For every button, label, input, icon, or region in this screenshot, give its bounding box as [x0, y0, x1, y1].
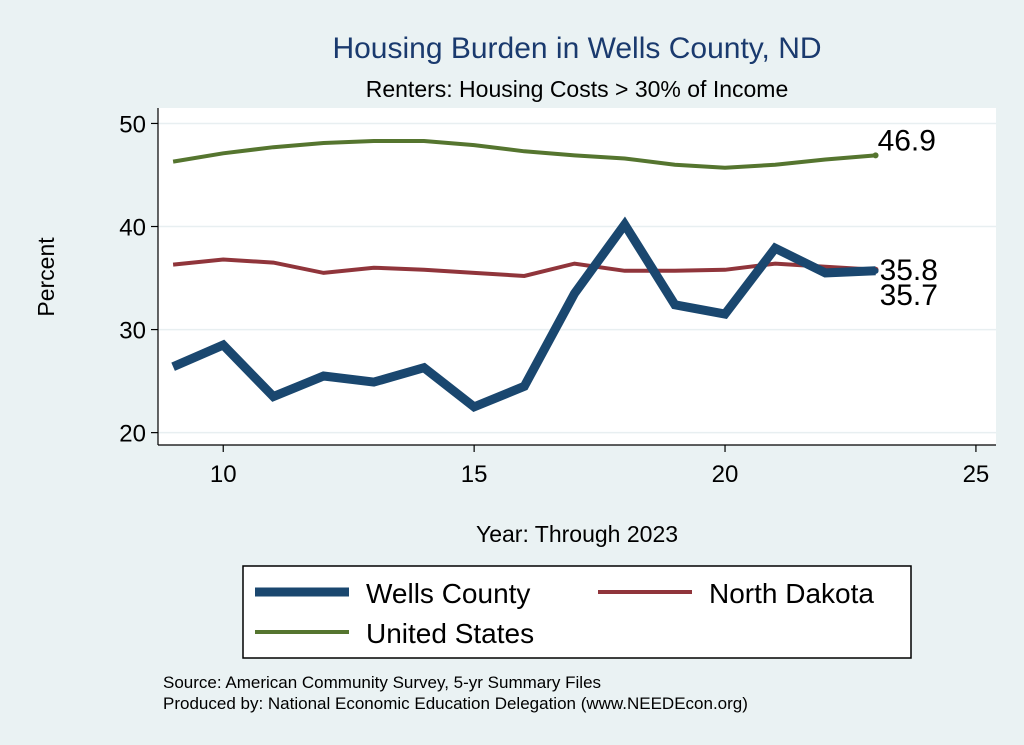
chart-title: Housing Burden in Wells County, ND — [332, 32, 821, 65]
producer-note: Produced by: National Economic Education… — [163, 694, 748, 713]
end-label-united-states: 46.9 — [878, 124, 936, 157]
legend-label-united-states: United States — [366, 618, 534, 649]
series-line-wells-county — [171, 216, 876, 413]
chart-subtitle: Renters: Housing Costs > 30% of Income — [366, 76, 789, 102]
source-note: Source: American Community Survey, 5-yr … — [163, 673, 601, 692]
x-tick-label-25: 25 — [963, 461, 990, 488]
y-tick-label-20: 20 — [119, 421, 146, 448]
x-axis-label: Year: Through 2023 — [476, 521, 678, 547]
end-labels: 35.735.8 46.9 — [878, 124, 938, 311]
end-label-wells-county: 35.7 — [880, 279, 938, 312]
axes: 20 30 40 50 10 15 20 25 — [119, 108, 996, 488]
legend-label-wells-county: Wells County — [366, 578, 530, 609]
y-axis-label: Percent — [33, 237, 59, 317]
end-marker-united-states — [872, 152, 879, 159]
x-tick-label-15: 15 — [461, 461, 488, 488]
y-tick-label-50: 50 — [119, 111, 146, 138]
x-tick-label-20: 20 — [712, 461, 739, 488]
x-tick-label-10: 10 — [210, 461, 237, 488]
series-line-united-states — [172, 139, 876, 170]
gridlines — [158, 122, 996, 434]
legend: Wells County North Dakota United States — [242, 565, 912, 659]
y-tick-label-40: 40 — [119, 215, 146, 242]
y-tick-label-30: 30 — [119, 318, 146, 345]
series-layer — [171, 139, 879, 413]
end-label-north-dakota: 35.8 — [880, 254, 938, 287]
end-marker-wells-county — [872, 267, 879, 274]
legend-label-north-dakota: North Dakota — [709, 578, 874, 609]
legend-box — [242, 565, 912, 659]
